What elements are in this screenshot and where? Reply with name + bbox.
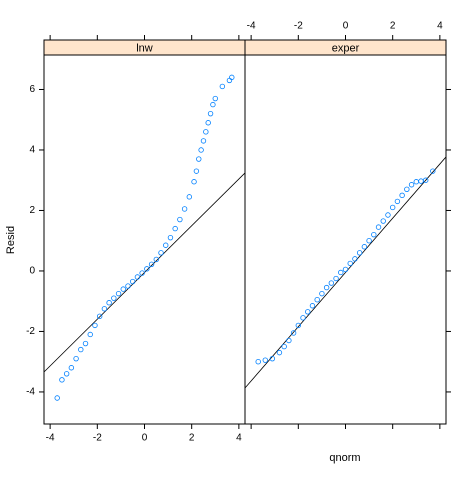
x-tick-label: 2 bbox=[189, 433, 195, 444]
point bbox=[153, 256, 159, 263]
point bbox=[319, 290, 325, 297]
point bbox=[385, 212, 391, 218]
point bbox=[205, 120, 211, 126]
x-tick-label: -2 bbox=[294, 21, 303, 32]
y-tick-label: 2 bbox=[29, 205, 35, 216]
point bbox=[78, 346, 84, 353]
point bbox=[342, 266, 349, 273]
point bbox=[262, 357, 268, 363]
point bbox=[389, 204, 396, 211]
x-tick-label: 0 bbox=[142, 433, 148, 444]
point bbox=[290, 330, 297, 336]
point bbox=[181, 206, 188, 212]
point bbox=[255, 358, 261, 365]
point bbox=[139, 270, 145, 276]
point bbox=[375, 224, 382, 230]
point bbox=[356, 250, 363, 256]
point bbox=[300, 315, 306, 321]
point bbox=[92, 322, 98, 329]
point bbox=[309, 303, 316, 309]
y-tick-label: 6 bbox=[29, 84, 35, 95]
point bbox=[269, 355, 276, 362]
point bbox=[380, 218, 386, 224]
point bbox=[203, 129, 209, 135]
point bbox=[73, 355, 79, 362]
point bbox=[333, 275, 339, 282]
point bbox=[191, 179, 197, 185]
x-tick-label: -2 bbox=[93, 433, 102, 444]
point bbox=[399, 192, 405, 199]
point bbox=[68, 365, 75, 371]
point bbox=[394, 198, 401, 205]
x-tick-label: 4 bbox=[437, 21, 443, 32]
point bbox=[196, 156, 202, 162]
point bbox=[148, 261, 155, 268]
point bbox=[338, 269, 344, 276]
point bbox=[198, 147, 204, 153]
point bbox=[323, 284, 330, 291]
point bbox=[193, 168, 200, 174]
point bbox=[423, 177, 429, 183]
point bbox=[210, 101, 216, 108]
y-tick-label: -4 bbox=[26, 387, 35, 398]
point bbox=[305, 309, 311, 315]
point bbox=[54, 395, 60, 401]
point bbox=[130, 278, 136, 285]
point bbox=[371, 231, 377, 238]
point bbox=[82, 340, 89, 347]
strip-label: lnw bbox=[136, 42, 153, 54]
point bbox=[125, 283, 131, 289]
point bbox=[186, 194, 193, 200]
reference-line bbox=[244, 156, 447, 389]
point bbox=[212, 95, 218, 102]
point bbox=[352, 256, 358, 262]
x-tick-label: 2 bbox=[390, 21, 396, 32]
point bbox=[286, 337, 292, 344]
point bbox=[63, 371, 70, 377]
x-tick-label: -4 bbox=[46, 433, 55, 444]
point bbox=[101, 306, 108, 312]
point bbox=[163, 242, 169, 248]
x-axis-label: qnorm bbox=[329, 452, 360, 464]
y-tick-label: -2 bbox=[26, 326, 35, 337]
point bbox=[408, 182, 415, 188]
x-tick-label: 0 bbox=[343, 21, 349, 32]
strip-label: exper bbox=[332, 42, 360, 54]
point bbox=[177, 216, 183, 223]
y-tick-label: 0 bbox=[29, 266, 35, 277]
point bbox=[167, 234, 174, 241]
point bbox=[361, 244, 368, 250]
point bbox=[207, 110, 214, 117]
point bbox=[106, 300, 112, 306]
point bbox=[347, 260, 353, 267]
point bbox=[276, 349, 283, 356]
y-axis-label: Resid bbox=[5, 226, 17, 254]
point bbox=[281, 343, 287, 350]
point bbox=[120, 286, 126, 292]
point bbox=[158, 250, 164, 256]
point bbox=[172, 225, 178, 232]
x-tick-label: 4 bbox=[236, 433, 242, 444]
point bbox=[404, 186, 410, 192]
point bbox=[115, 290, 122, 297]
point bbox=[134, 274, 141, 280]
point bbox=[144, 266, 150, 272]
point bbox=[87, 331, 93, 338]
point bbox=[328, 280, 335, 286]
point bbox=[366, 238, 372, 244]
point bbox=[314, 296, 320, 303]
x-tick-label: -4 bbox=[247, 21, 256, 32]
point bbox=[295, 322, 302, 329]
point bbox=[59, 377, 65, 383]
point bbox=[96, 313, 103, 320]
point bbox=[219, 83, 226, 90]
point bbox=[229, 74, 235, 81]
point bbox=[430, 168, 436, 174]
y-tick-label: 4 bbox=[29, 145, 35, 156]
point bbox=[200, 138, 207, 144]
point bbox=[111, 295, 117, 301]
